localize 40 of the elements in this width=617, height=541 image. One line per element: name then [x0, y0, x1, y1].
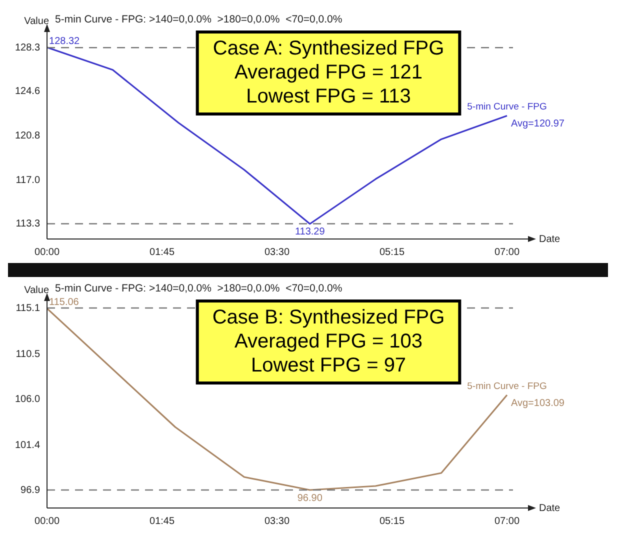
- x-tick-label: 07:00: [494, 246, 520, 258]
- x-tick-label: 00:00: [34, 246, 60, 258]
- x-tick-label: 03:30: [264, 516, 290, 527]
- series-label: 5-min Curve - FPG: [467, 102, 547, 113]
- y-tick-label: 101.4: [14, 440, 40, 451]
- y-tick-label: 106.0: [14, 394, 40, 405]
- annotation: Averaged FPG = 103: [234, 330, 423, 353]
- x-tick-label: 01:45: [150, 246, 175, 258]
- annotation: 128.32: [49, 36, 80, 48]
- y-tick-label: 128.3: [14, 42, 40, 54]
- y-tick-label: 115.1: [16, 302, 40, 314]
- x-tick-label: 03:30: [264, 246, 290, 258]
- annotation: Case B: Synthesized FPG: [212, 306, 445, 329]
- series-label: 5-min Curve - FPG: [467, 380, 547, 392]
- y-tick-label: 117.0: [16, 175, 40, 186]
- x-tick-label: 05:15: [379, 246, 405, 258]
- chart-title: 5-min Curve - FPG: >140=0,0.0% >180=0,0.0% <70=0,0.0%: [55, 282, 342, 295]
- annotation: Averaged FPG = 121: [234, 62, 423, 84]
- y-tick-label: 124.6: [14, 86, 40, 97]
- annotation: Avg=120.97: [511, 118, 565, 130]
- x-tick-label: 07:00: [494, 516, 520, 527]
- annotation: Lowest FPG = 97: [250, 354, 406, 377]
- annotation: Lowest FPG = 113: [246, 86, 411, 108]
- y-tick-label: 110.5: [16, 348, 40, 360]
- annotation: Avg=103.09: [511, 398, 565, 409]
- annotation: Case A: Synthesized FPG: [212, 38, 444, 60]
- annotation: 115.06: [49, 297, 80, 308]
- x-axis-title: Date: [539, 502, 561, 514]
- y-axis-title: Value: [24, 16, 50, 27]
- x-tick-label: 01:45: [150, 516, 175, 527]
- y-tick-label: 96.9: [20, 484, 40, 496]
- y-axis-title: Value: [24, 284, 50, 296]
- y-tick-label: 120.8: [14, 130, 40, 142]
- x-tick-label: 00:00: [34, 516, 60, 527]
- x-axis-title: Date: [539, 234, 561, 245]
- y-tick-label: 113.3: [16, 218, 40, 230]
- annotation: 96.90: [297, 492, 323, 504]
- annotation: 113.29: [294, 226, 326, 238]
- chart-title: 5-min Curve - FPG: >140=0,0.0% >180=0,0.0% <70=0,0.0%: [55, 14, 342, 26]
- x-tick-label: 05:15: [379, 516, 405, 527]
